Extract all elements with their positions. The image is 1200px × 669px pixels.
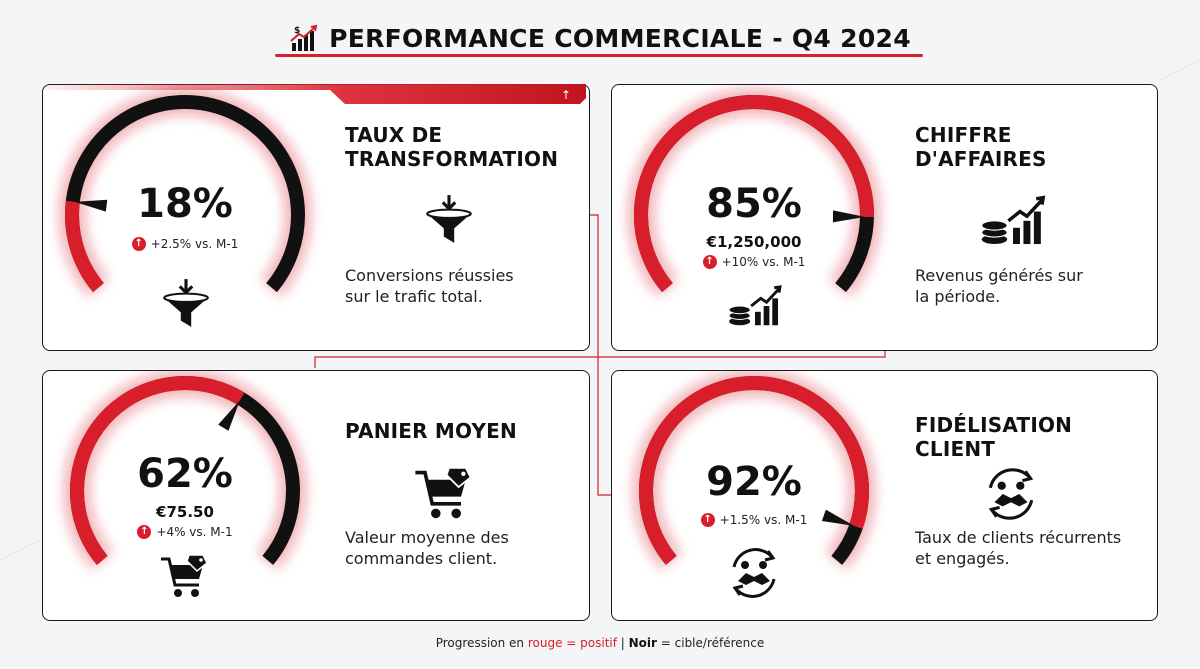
arrow-up-icon: ↑ bbox=[561, 88, 571, 102]
loyalty-delta: ↑ +1.5% vs. M-1 bbox=[654, 513, 854, 527]
basket-value: 62% bbox=[137, 451, 233, 497]
gauge-needle bbox=[74, 199, 108, 212]
loyalty-title: FIDÉLISATION CLIENT bbox=[915, 413, 1073, 461]
loyalty-value: 92% bbox=[706, 459, 802, 505]
revenue-amount: €1,250,000 bbox=[706, 233, 802, 251]
legend-prefix: Progression en bbox=[435, 636, 528, 650]
money-growth-chart-icon: $ bbox=[290, 24, 318, 51]
gauge-progress bbox=[70, 376, 245, 565]
arrow-up-icon: ↑ bbox=[700, 513, 715, 527]
funnel-icon bbox=[426, 195, 472, 243]
kpi-card-conversion: 18% ↑ +2.5% vs. M-1 TAUX DE TRANSFORMATI… bbox=[42, 84, 590, 351]
conversion-delta: ↑ +2.5% vs. M-1 bbox=[85, 237, 285, 251]
gauge-needle bbox=[821, 509, 855, 526]
kpi-card-loyalty: 92% ↑ +1.5% vs. M-1 FIDÉLISATION CLIENT … bbox=[611, 370, 1158, 621]
loyalty-description: Taux de clients récurrents et engagés. bbox=[915, 528, 1122, 568]
shopping-cart-tag-icon bbox=[415, 466, 472, 519]
basket-delta: ↑ +4% vs. M-1 bbox=[85, 525, 285, 539]
legend-red-text: rouge = positif bbox=[527, 636, 617, 650]
revenue-delta: ↑ +10% vs. M-1 bbox=[654, 255, 854, 269]
conversion-delta-text: +2.5% vs. M-1 bbox=[150, 237, 239, 251]
conversion-gauge bbox=[59, 89, 311, 296]
conversion-value: 18% bbox=[137, 181, 233, 227]
loyalty-gauge bbox=[633, 371, 875, 569]
arrow-up-icon: ↑ bbox=[131, 237, 146, 251]
svg-text:$: $ bbox=[294, 26, 300, 36]
card-top-accent-bar: ↑ bbox=[42, 84, 586, 104]
basket-title: PANIER MOYEN bbox=[345, 419, 517, 443]
handshake-cycle-icon bbox=[988, 468, 1034, 520]
conversion-description: Conversions réussies sur le trafic total… bbox=[345, 266, 514, 306]
loyalty-delta-text: +1.5% vs. M-1 bbox=[719, 513, 808, 527]
revenue-value: 85% bbox=[706, 181, 802, 227]
shopping-cart-tag-icon bbox=[161, 554, 208, 597]
gauge-progress bbox=[634, 95, 874, 293]
arrow-up-icon: ↑ bbox=[137, 525, 152, 539]
gauge-progress bbox=[639, 376, 869, 565]
basket-amount: €75.50 bbox=[156, 503, 214, 521]
arrow-up-icon: ↑ bbox=[702, 255, 717, 269]
revenue-delta-text: +10% vs. M-1 bbox=[721, 255, 806, 269]
coins-growth-icon bbox=[981, 195, 1046, 245]
legend-separator: | bbox=[616, 636, 629, 650]
legend-footer: Progression en rouge = positif | Noir = … bbox=[0, 636, 1200, 650]
basket-delta-text: +4% vs. M-1 bbox=[156, 525, 233, 539]
legend-suffix: = cible/référence bbox=[656, 636, 765, 650]
page-header: $ PERFORMANCE COMMERCIALE - Q4 2024 bbox=[0, 18, 1200, 58]
title-underline bbox=[275, 54, 923, 57]
gauge-progress bbox=[65, 200, 104, 293]
conversion-title: TAUX DE TRANSFORMATION bbox=[345, 123, 559, 171]
kpi-card-basket: 62% €75.50 ↑ +4% vs. M-1 PANIER MOYEN Va… bbox=[42, 370, 590, 621]
basket-gauge bbox=[64, 371, 306, 569]
page-title: PERFORMANCE COMMERCIALE - Q4 2024 bbox=[329, 23, 911, 53]
handshake-cycle-icon bbox=[732, 548, 776, 598]
funnel-icon bbox=[163, 279, 209, 327]
coins-growth-icon bbox=[728, 285, 782, 326]
kpi-card-revenue: 85% €1,250,000 ↑ +10% vs. M-1 CHIFFRE D'… bbox=[611, 84, 1158, 351]
revenue-gauge bbox=[628, 89, 880, 296]
legend-bold-text: Noir bbox=[628, 636, 657, 650]
revenue-description: Revenus générés sur la période. bbox=[915, 266, 1083, 306]
revenue-title: CHIFFRE D'AFFAIRES bbox=[915, 123, 1047, 171]
gauge-needle bbox=[832, 210, 865, 223]
basket-description: Valeur moyenne des commandes client. bbox=[345, 528, 509, 568]
gauge-needle bbox=[218, 400, 240, 431]
